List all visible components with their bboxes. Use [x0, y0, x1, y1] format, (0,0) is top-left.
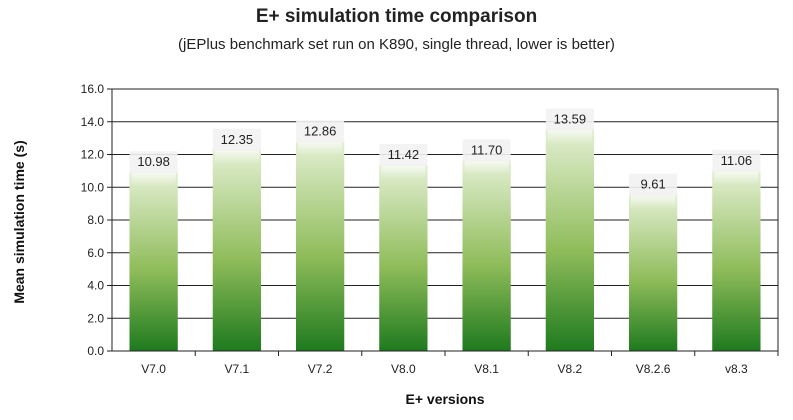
bar-highlight [381, 164, 426, 179]
bar-highlight [297, 141, 343, 156]
data-label: 12.86 [304, 123, 337, 138]
bar [129, 171, 178, 351]
x-axis-label: E+ versions [406, 391, 485, 407]
bar-highlight [547, 129, 593, 144]
x-tick-label: V8.0 [391, 362, 416, 376]
x-tick-label: V7.1 [225, 362, 250, 376]
bar-highlight [131, 172, 176, 187]
data-label: 12.35 [221, 132, 254, 147]
axes: 0.0 2.0 4.0 6.0 8.0 10.0 12.0 14.0 16.0 V7.0 V7.1 V… [81, 82, 779, 376]
data-label-box [629, 173, 678, 196]
data-label-box [545, 108, 594, 131]
data-label-box [129, 151, 178, 174]
bar-highlight [464, 160, 509, 175]
data-label: 11.06 [721, 153, 753, 168]
data-label-box [212, 128, 261, 151]
x-tick-label: v8.3 [725, 362, 748, 376]
y-tick-label: 14.0 [81, 115, 105, 129]
data-label: 9.61 [640, 177, 665, 192]
bar [712, 169, 761, 351]
y-tick-label: 2.0 [87, 311, 104, 325]
bar [462, 159, 511, 351]
bar-highlight [214, 149, 260, 164]
chart-title: E+ simulation time comparison [255, 6, 538, 27]
y-tick-label: 8.0 [87, 213, 104, 227]
y-tick-label: 0.0 [87, 344, 104, 358]
y-tick-label: 4.0 [87, 279, 104, 293]
x-tick-label: V7.0 [141, 362, 166, 376]
data-label: 13.59 [554, 111, 587, 126]
bar [379, 163, 428, 351]
x-tick-label: V8.1 [474, 362, 499, 376]
bar [212, 148, 262, 351]
y-tick-label: 16.0 [81, 82, 105, 96]
grid-lines [112, 88, 778, 319]
y-tick-label: 12.0 [81, 148, 105, 162]
y-tick-label: 6.0 [87, 246, 104, 260]
y-axis-label: Mean simulation time (s) [11, 140, 27, 303]
data-label-box [712, 149, 761, 172]
data-label-box [462, 139, 511, 162]
bar-highlight [630, 194, 676, 209]
x-tick-label: V7.2 [308, 362, 333, 376]
y-tick-label: 10.0 [81, 180, 105, 194]
data-label: 11.70 [471, 142, 503, 157]
bars: 10.98 12.35 12.86 11.42 11.70 13.59 9.61 11.06 [129, 108, 761, 351]
chart-subtitle: (jEPlus benchmark set run on K890, singl… [178, 36, 615, 53]
bar [545, 128, 595, 351]
x-tick-label: V8.2.6 [636, 362, 671, 376]
data-label: 10.98 [137, 154, 170, 169]
bar-highlight [714, 170, 759, 185]
data-label-box [296, 120, 345, 143]
bar [628, 193, 678, 351]
x-tick-label: V8.2 [558, 362, 583, 376]
data-label-box [379, 143, 428, 166]
data-label: 11.42 [388, 147, 420, 162]
bar [295, 140, 345, 351]
